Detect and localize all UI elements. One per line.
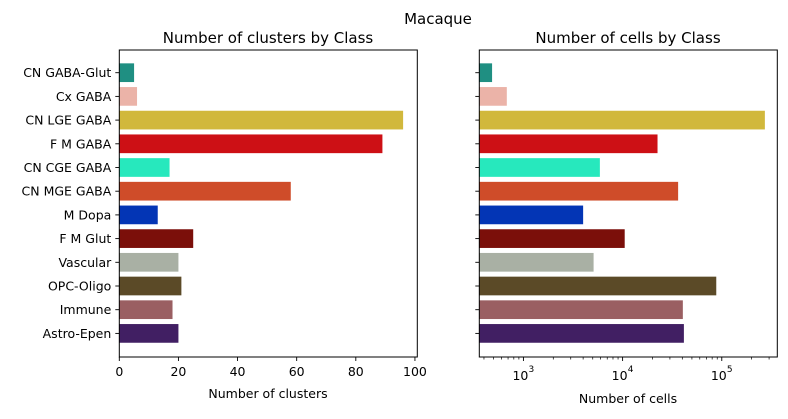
bar-opc-oligo — [479, 276, 717, 296]
bar-astro-epen — [479, 324, 684, 343]
x-tick-exponent: 5 — [727, 365, 733, 375]
cells-chart: Number of cells by Class Number of cells… — [475, 29, 778, 406]
bar-m-dopa — [479, 205, 584, 225]
bar-immune — [479, 300, 683, 320]
bar-opc-oligo — [119, 276, 182, 296]
y-tick-label: Immune — [60, 302, 112, 317]
clusters-chart-title: Number of clusters by Class — [163, 29, 374, 47]
y-tick-label: M Dopa — [64, 207, 112, 222]
bar-f-m-gaba — [479, 134, 658, 154]
x-tick-label: 100 — [403, 364, 427, 379]
bar-cn-gaba-glut — [119, 63, 135, 83]
y-tick-label: CN MGE GABA — [22, 184, 112, 199]
bar-cn-mge-gaba — [119, 181, 291, 201]
x-tick-label: 10 — [512, 368, 528, 383]
bar-immune — [119, 300, 173, 320]
bar-astro-epen — [119, 324, 179, 343]
bar-m-dopa — [119, 205, 158, 225]
y-tick-label: F M Glut — [59, 231, 111, 246]
plot-frame — [478, 49, 778, 358]
clusters-chart: Number of clusters by Class Number of cl… — [22, 29, 427, 401]
x-tick-label: 10 — [711, 368, 727, 383]
bar-f-m-gaba — [119, 134, 383, 154]
x-tick-label: 60 — [289, 364, 305, 379]
bar-cx-gaba — [479, 87, 507, 106]
bar-f-m-glut — [119, 229, 194, 248]
y-tick-label: CN LGE GABA — [25, 113, 111, 128]
x-tick-exponent: 4 — [628, 365, 634, 375]
bar-vascular — [119, 252, 179, 272]
x-tick-exponent: 3 — [529, 365, 535, 375]
x-tick-label: 40 — [230, 364, 246, 379]
bar-cn-gaba-glut — [479, 63, 493, 83]
bar-cx-gaba — [119, 87, 138, 106]
bar-cn-lge-gaba — [119, 110, 404, 130]
x-tick-label: 10 — [612, 368, 628, 383]
bar-cn-cge-gaba — [119, 158, 170, 177]
bar-vascular — [479, 252, 594, 272]
bar-cn-cge-gaba — [479, 158, 600, 177]
x-tick-label: 0 — [115, 364, 123, 379]
y-tick-label: CN GABA-Glut — [23, 65, 111, 80]
bar-cn-mge-gaba — [479, 181, 679, 201]
x-tick-label: 20 — [170, 364, 186, 379]
y-tick-label: OPC-Oligo — [48, 279, 111, 294]
y-tick-label: Astro-Epen — [43, 326, 112, 341]
cells-chart-title: Number of cells by Class — [535, 29, 720, 47]
cells-x-axis-label: Number of cells — [579, 391, 677, 406]
bar-cn-lge-gaba — [479, 110, 765, 130]
bar-f-m-glut — [479, 229, 625, 248]
x-tick-label: 80 — [348, 364, 364, 379]
y-tick-label: Cx GABA — [56, 89, 112, 104]
figure-title: Macaque — [404, 10, 472, 28]
clusters-x-axis-label: Number of clusters — [208, 386, 327, 401]
y-tick-label: F M GABA — [50, 136, 112, 151]
y-tick-label: Vascular — [58, 255, 112, 270]
y-tick-label: CN CGE GABA — [24, 160, 112, 175]
plot-frame — [118, 49, 418, 358]
